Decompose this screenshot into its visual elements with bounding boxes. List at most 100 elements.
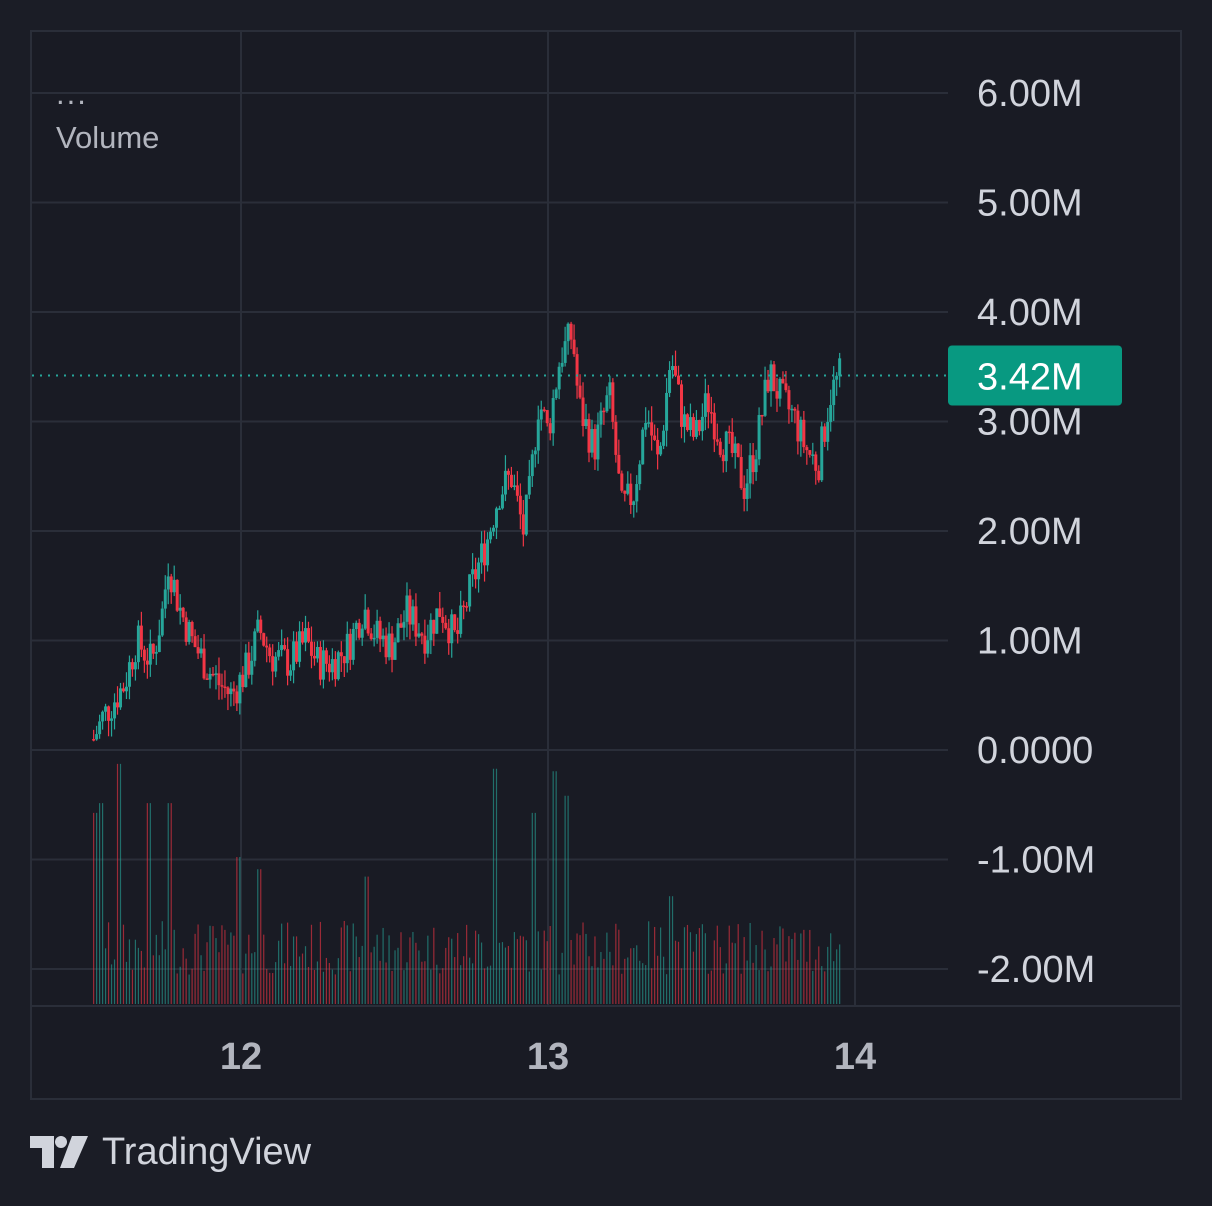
price-candles	[92, 321, 842, 742]
candle-body	[659, 445, 663, 455]
series-legend: ... Volume	[56, 72, 159, 160]
candle-body	[596, 424, 600, 460]
candle-body	[817, 470, 821, 481]
candle-body	[662, 430, 666, 446]
candle-body	[312, 655, 316, 659]
candle-body	[823, 426, 827, 442]
candle-body	[360, 628, 364, 638]
candle-body	[211, 673, 215, 676]
candle-body	[136, 625, 140, 663]
candle-body	[351, 628, 355, 660]
candle-body	[145, 660, 149, 665]
candle-body	[480, 543, 484, 563]
candle-body	[715, 439, 719, 442]
time-axis[interactable]: 12 13 14	[220, 1036, 876, 1078]
candle-body	[620, 473, 624, 491]
candle-body	[402, 621, 406, 628]
candle-body	[799, 419, 803, 442]
candle-body	[309, 641, 313, 656]
candle-body	[244, 652, 248, 688]
tradingview-attribution[interactable]: TradingView	[30, 1128, 311, 1176]
candle-body	[769, 364, 773, 392]
candle-body	[709, 412, 713, 414]
candle-body	[721, 454, 725, 462]
candle-body	[829, 405, 833, 422]
candle-body	[536, 419, 540, 451]
candle-body	[318, 646, 322, 680]
candle-body	[563, 341, 567, 363]
candle-body	[745, 483, 749, 499]
candle-body	[551, 398, 555, 434]
candle-body	[736, 443, 740, 457]
candle-body	[650, 422, 654, 436]
candle-body	[214, 673, 218, 675]
candle-body	[348, 633, 352, 660]
candle-body	[250, 660, 254, 675]
candle-body	[315, 646, 319, 659]
candle-body	[474, 569, 478, 580]
candle-body	[339, 652, 343, 657]
candle-body	[450, 614, 454, 644]
candle-body	[271, 656, 275, 672]
candle-body	[557, 366, 561, 390]
candle-body	[142, 649, 146, 661]
candle-body	[369, 633, 373, 639]
legend-menu-dots[interactable]: ...	[56, 76, 88, 111]
candle-body	[280, 645, 284, 651]
candle-body	[411, 606, 415, 625]
candle-body	[247, 652, 251, 675]
candle-body	[808, 450, 812, 455]
candle-body	[157, 635, 161, 653]
candle-body	[286, 649, 290, 676]
candle-body	[304, 628, 308, 643]
price-axis[interactable]: 6.00M 5.00M 4.00M 3.00M 2.00M 1.00M 0.0000 -1.0…	[977, 73, 1095, 991]
candle-body	[754, 459, 758, 473]
candle-body	[647, 422, 651, 424]
candle-body	[477, 562, 481, 580]
candle-body	[503, 470, 507, 495]
tradingview-logo-icon	[30, 1136, 88, 1168]
last-price-tag-background	[948, 345, 1122, 406]
candle-body	[104, 706, 108, 712]
candle-body	[345, 633, 349, 664]
candle-body	[408, 595, 412, 625]
candle-body	[629, 483, 633, 506]
candle-body	[274, 656, 278, 672]
candle-body	[387, 633, 391, 658]
candle-body	[712, 412, 716, 440]
candle-body	[101, 711, 105, 722]
candle-body	[336, 652, 340, 680]
candle-body	[554, 389, 558, 399]
candle-body	[763, 379, 767, 416]
candle-body	[295, 641, 299, 662]
candle-body	[435, 608, 439, 634]
candle-body	[748, 455, 752, 484]
y-tick-label: -2.00M	[977, 949, 1095, 991]
candle-body	[548, 423, 552, 434]
x-tick-label: 13	[527, 1036, 569, 1078]
candle-body	[217, 673, 221, 686]
candle-body	[656, 439, 660, 455]
candle-body	[405, 595, 409, 622]
candle-body	[118, 688, 122, 708]
candle-body	[515, 485, 519, 496]
candle-body	[644, 422, 648, 430]
candle-body	[259, 619, 263, 634]
candle-body	[289, 670, 293, 676]
candle-body	[527, 476, 531, 495]
candle-body	[539, 409, 543, 420]
candle-body	[175, 579, 179, 611]
candle-body	[306, 628, 310, 642]
candle-body	[751, 455, 755, 473]
candle-body	[220, 685, 224, 687]
candle-body	[333, 659, 337, 680]
candle-body	[253, 631, 257, 661]
candle-body	[611, 382, 615, 422]
candle-body	[674, 366, 678, 376]
candle-body	[677, 375, 681, 385]
candle-body	[575, 354, 579, 386]
candle-body	[757, 415, 761, 460]
candle-body	[390, 633, 394, 660]
candle-body	[113, 702, 117, 719]
